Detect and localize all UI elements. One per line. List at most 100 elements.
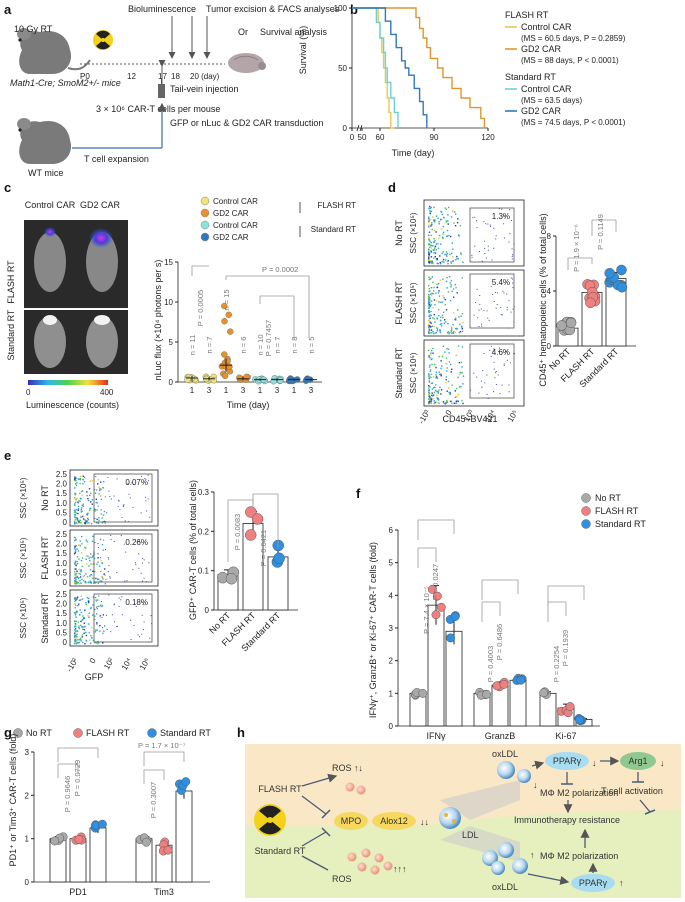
c-legend-marker: [200, 220, 210, 230]
d-flow-event: [445, 309, 448, 311]
d-flow-event: [440, 325, 443, 327]
d-flow-event: [428, 253, 430, 256]
d-flow-event: [486, 310, 488, 312]
d-flow-event: [432, 307, 434, 309]
e-flow-event: [76, 519, 79, 522]
d-flow-event: [487, 223, 489, 225]
e-flow-event: [74, 487, 76, 489]
d-flow-event: [431, 276, 434, 278]
d-flow-event: [428, 254, 430, 256]
e-flow-event: [75, 484, 78, 487]
gfp-point: [245, 506, 257, 518]
act-bar: [445, 630, 463, 727]
e-flow-event: [82, 503, 84, 505]
e-flow-event: [88, 616, 90, 619]
d-flow-event: [428, 239, 430, 241]
e-flow-event: [75, 578, 77, 580]
d-flow-event: [450, 285, 452, 288]
e-flow-event: [87, 518, 90, 521]
e-flow-event: [133, 624, 135, 626]
e-flow-event: [74, 518, 77, 521]
oxldl-top-particles: [497, 761, 531, 783]
e-flow-event: [94, 492, 97, 494]
d-flow-plots: 1.3% No RT SSC (×10⁵) 5.4% FLASH RT SSC (×10⁵…: [394, 199, 525, 425]
d-flow-event: [450, 326, 453, 328]
d-flow-event: [450, 252, 453, 255]
d-flow-event: [439, 279, 442, 281]
e-flow-event: [130, 639, 132, 641]
e-flow-event: [74, 560, 77, 563]
mpo-node: [334, 812, 368, 830]
survival-curve-1: [352, 7, 486, 128]
e-flow-event: [141, 633, 143, 635]
e-flow-event: [142, 629, 144, 631]
e-flow-event: [82, 579, 85, 582]
act-point: [539, 688, 549, 698]
h-ppar-bottom-arrow: ↑: [619, 878, 624, 888]
d-flow-event: [458, 386, 461, 388]
d-flow-event: [439, 243, 442, 245]
e-flow-event: [113, 621, 115, 623]
nluc-point: [227, 328, 234, 335]
d-flow-xtick: 10⁵: [506, 409, 520, 424]
e-flow-event: [99, 624, 101, 627]
d-flow-event: [483, 240, 485, 242]
d-flow-event: [428, 295, 430, 297]
e-flow-event: [80, 582, 82, 584]
exh-bracket: [143, 751, 185, 766]
e-flow-event: [77, 505, 80, 508]
e-flow-event: [91, 577, 94, 579]
d-flow-event: [435, 292, 437, 294]
d-flow-event: [430, 241, 433, 244]
d-flow-event: [428, 221, 430, 224]
e-flow-event: [96, 489, 98, 491]
e-flow-event: [75, 508, 78, 511]
exh-bracket: [57, 763, 79, 778]
d-flow-event: [428, 261, 430, 263]
e-flow-event: [94, 510, 96, 512]
e-flow-event: [118, 500, 120, 502]
d-flow-event: [428, 287, 430, 290]
h-oxldl-top: oxLDL: [492, 749, 518, 759]
e-flow-event: [127, 521, 129, 523]
d-flow-event: [439, 329, 441, 331]
d-flow-event: [428, 298, 430, 300]
d-flow-event: [494, 377, 496, 379]
d-flow-event: [446, 400, 448, 402]
d-flow-event: [430, 256, 433, 258]
d-flow-event: [439, 330, 441, 332]
e-flow-event: [91, 614, 94, 616]
nluc-xtick-label: 3: [241, 386, 246, 395]
e-flow-event: [77, 639, 79, 641]
d-flow-event: [431, 363, 433, 366]
e-flow-event: [151, 623, 153, 625]
cd45-point: [565, 317, 577, 329]
e-flow-event: [141, 614, 143, 616]
e-flow-event: [101, 575, 103, 578]
act-annotation: P = 0.1939: [561, 630, 570, 666]
e-flow-event: [103, 539, 105, 541]
d-flow-event: [431, 388, 434, 390]
d-flow-event: [441, 213, 443, 216]
d-flow-event: [428, 278, 430, 281]
e-flow-event: [82, 483, 84, 485]
e-flow-event: [94, 618, 96, 620]
d-flow-event: [445, 378, 447, 381]
d-flow-event: [445, 221, 448, 223]
d-flow-event: [498, 350, 500, 352]
e-flow-event: [74, 597, 76, 599]
e-flow-event: [79, 478, 81, 481]
image-col-control: Control CAR: [25, 200, 76, 210]
e-flow-ytick: 2.0: [56, 540, 68, 549]
h-ros-bottom: ROS: [332, 874, 352, 884]
e-flow-event: [76, 636, 78, 638]
e-flow-event: [80, 595, 83, 598]
d-flow-event: [442, 295, 444, 297]
e-flow-ytick: 0.5: [56, 508, 68, 517]
e-flow-event: [79, 599, 82, 601]
f-legend-label: Standard RT: [595, 519, 646, 529]
e-flow-event: [98, 486, 100, 488]
d-flow-event: [435, 376, 438, 378]
d-flow-event: [447, 322, 449, 325]
